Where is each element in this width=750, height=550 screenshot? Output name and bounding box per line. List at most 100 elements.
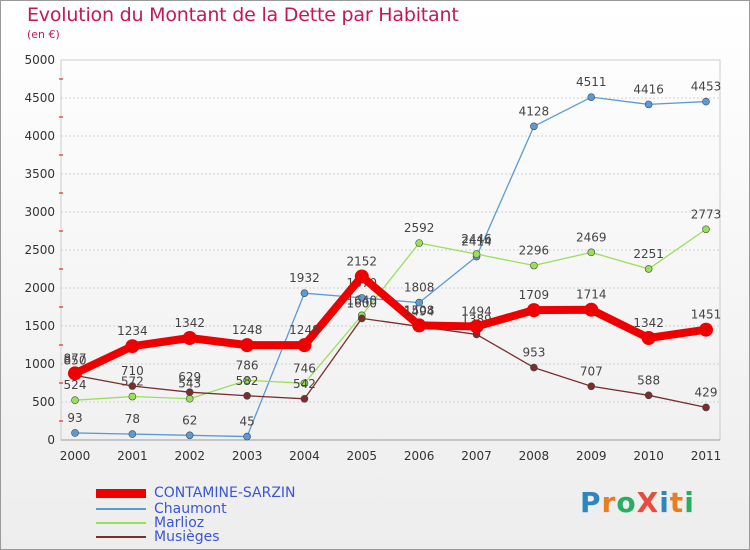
series-line-2 — [74, 228, 707, 401]
x-tick-label: 2002 — [174, 449, 205, 463]
data-label: 2414 — [461, 235, 492, 249]
y-tick-label: 1000 — [24, 357, 55, 371]
legend-item: Marlioz — [96, 515, 204, 531]
data-point — [128, 392, 137, 401]
series-line-0 — [73, 272, 707, 377]
data-label: 93 — [67, 411, 82, 425]
data-point — [71, 429, 79, 437]
data-label: 850 — [64, 353, 87, 367]
x-tick-label: 2000 — [60, 449, 91, 463]
data-label: 1248 — [232, 323, 263, 337]
data-point — [472, 250, 481, 258]
data-point — [584, 302, 599, 317]
legend-swatch — [96, 508, 146, 510]
data-point — [300, 379, 309, 388]
data-label: 2773 — [691, 207, 722, 221]
data-point — [644, 100, 653, 109]
data-label: 543 — [178, 377, 201, 391]
data-point — [68, 366, 82, 381]
y-tick-label: 2500 — [24, 243, 55, 257]
data-point — [297, 338, 312, 353]
data-label: 2592 — [404, 221, 435, 235]
data-point — [702, 225, 710, 234]
legend-swatch — [96, 536, 146, 538]
data-point — [243, 432, 251, 441]
data-point — [587, 93, 596, 101]
proxiti-logo: ProXiti — [580, 486, 695, 519]
data-point — [641, 331, 656, 346]
data-point — [415, 298, 423, 307]
legend-swatch — [96, 488, 146, 498]
y-tick-label: 1500 — [24, 319, 55, 333]
chart-unit-label: (en €) — [27, 28, 60, 41]
data-point — [243, 376, 251, 385]
data-point — [702, 97, 710, 106]
x-tick-label: 2011 — [691, 449, 722, 463]
data-point — [702, 403, 710, 412]
data-point — [185, 388, 194, 396]
x-tick-label: 2009 — [576, 449, 607, 463]
x-tick-label: 2010 — [633, 449, 664, 463]
data-label: 1494 — [461, 304, 492, 318]
logo-letter: i — [684, 486, 695, 519]
logo-letter: o — [616, 486, 637, 519]
data-label: 45 — [239, 415, 254, 429]
data-point — [182, 331, 197, 346]
data-point — [530, 261, 538, 270]
data-point — [530, 122, 538, 131]
data-label: 4128 — [519, 104, 550, 118]
y-tick-label: 4000 — [24, 129, 55, 143]
y-tick-label: 500 — [32, 395, 55, 409]
legend-label: Chaumont — [154, 501, 227, 517]
data-point — [300, 395, 309, 403]
y-tick-label: 2000 — [24, 281, 55, 295]
data-point — [185, 431, 194, 440]
data-point — [526, 303, 541, 318]
data-point — [128, 382, 137, 390]
y-tick-label: 5000 — [24, 53, 55, 67]
data-label: 2469 — [576, 230, 607, 244]
series-line-1 — [74, 96, 707, 438]
y-tick-label: 3500 — [24, 167, 55, 181]
logo-letter: i — [659, 486, 670, 519]
data-point — [354, 269, 369, 284]
data-point — [699, 322, 713, 337]
data-point — [587, 248, 596, 257]
data-point — [412, 318, 427, 333]
legend-item: Chaumont — [96, 501, 227, 517]
data-label: 2152 — [347, 254, 378, 268]
data-label: 429 — [695, 385, 718, 399]
data-point — [530, 363, 538, 372]
x-tick-label: 2004 — [289, 449, 320, 463]
data-label: 710 — [121, 364, 144, 378]
legend-label: CONTAMINE-SARZIN — [154, 485, 296, 501]
data-label: 1932 — [289, 271, 320, 285]
data-label: 4453 — [691, 80, 722, 94]
data-label: 1640 — [347, 293, 378, 307]
data-label: 78 — [125, 412, 140, 426]
data-point — [125, 339, 140, 354]
data-point — [128, 430, 137, 438]
data-point — [300, 289, 309, 297]
data-label: 4416 — [633, 82, 664, 96]
data-label: 582 — [236, 374, 259, 388]
logo-letter: P — [580, 486, 602, 519]
data-point — [644, 265, 653, 273]
data-label: 542 — [293, 377, 316, 391]
legend-label: Marlioz — [154, 515, 205, 531]
data-label: 1709 — [519, 288, 550, 302]
data-point — [587, 382, 596, 391]
data-label: 1234 — [117, 324, 148, 338]
data-label: 1808 — [404, 281, 435, 295]
y-tick-label: 0 — [47, 433, 55, 447]
logo-letter: t — [669, 486, 685, 519]
data-label: 62 — [182, 413, 197, 427]
data-label: 524 — [64, 378, 87, 392]
x-tick-label: 2008 — [519, 449, 550, 463]
data-label: 2446 — [461, 232, 492, 246]
data-label: 2296 — [519, 244, 550, 258]
data-label: 1600 — [347, 296, 378, 310]
x-tick-label: 2001 — [117, 449, 148, 463]
